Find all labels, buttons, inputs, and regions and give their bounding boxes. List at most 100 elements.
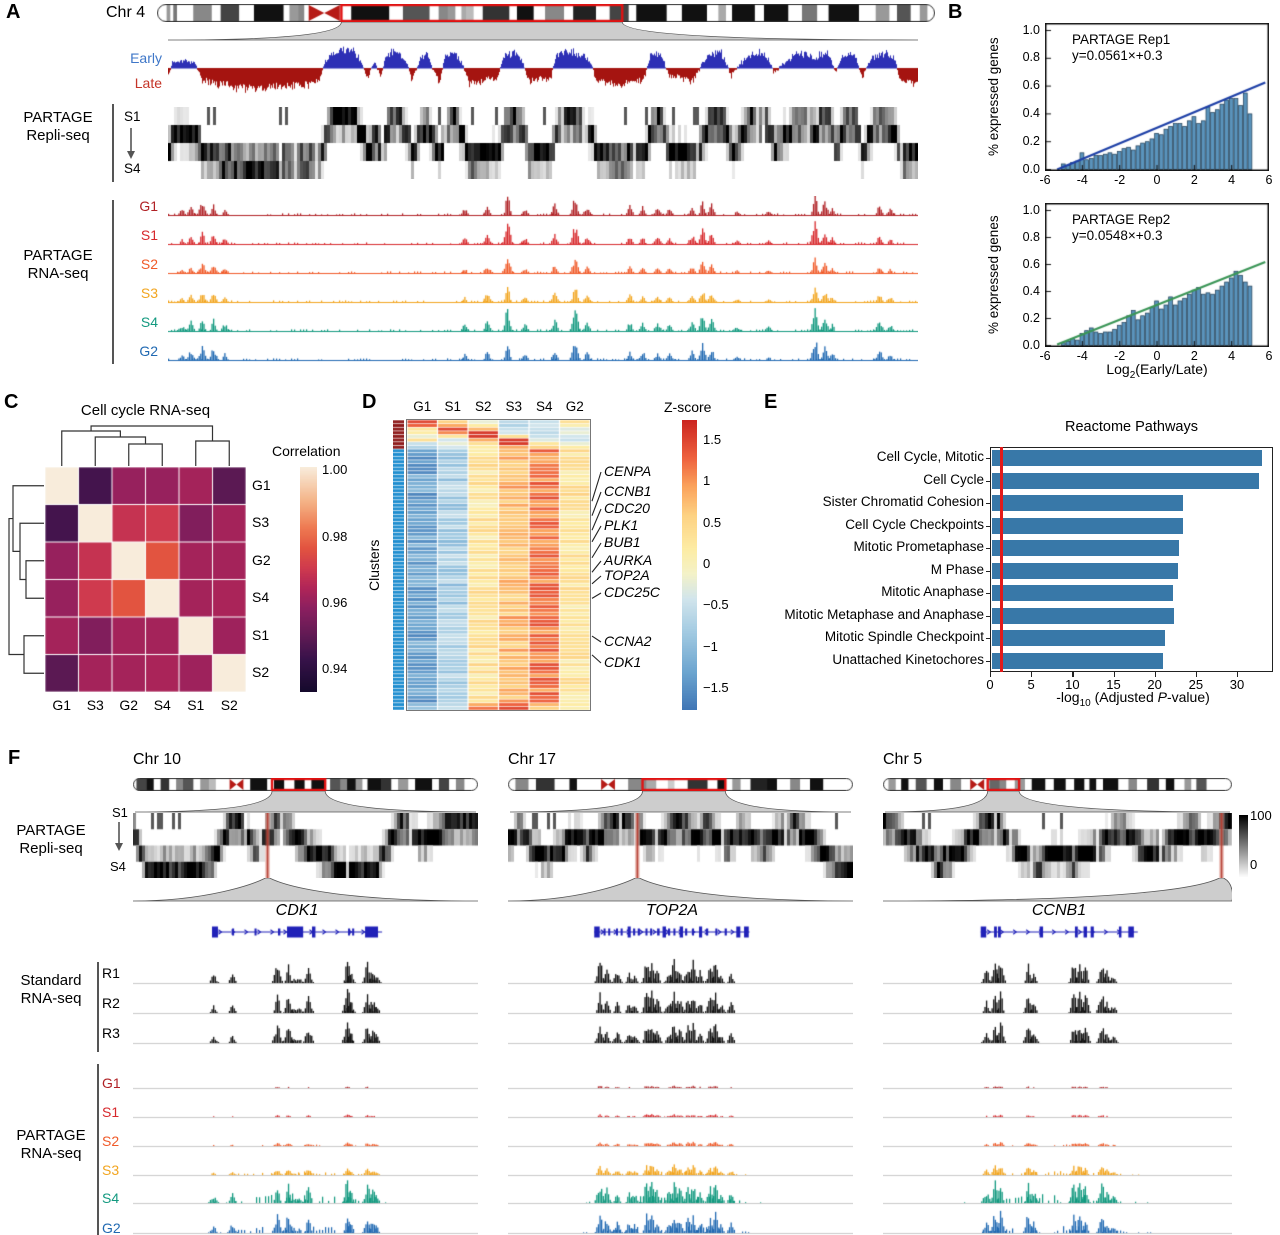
f-funnel-2 bbox=[884, 791, 1231, 813]
f-repliseq-heatmap-2 bbox=[883, 813, 1232, 878]
d-gene-label-cenpa: CENPA bbox=[604, 463, 652, 479]
f-gene-model-cdk1 bbox=[133, 922, 478, 942]
e-bar-7 bbox=[991, 607, 1174, 624]
e-xtick-15: 15 bbox=[1106, 677, 1121, 692]
f-partage-label-s2: S2 bbox=[102, 1133, 120, 1149]
chr5-title: Chr 5 bbox=[883, 751, 923, 768]
b-xlabel-sub: 2 bbox=[1129, 369, 1136, 381]
e-xtick-mark-15 bbox=[1113, 672, 1115, 677]
d-colorbar-tick-3: 0 bbox=[703, 556, 711, 571]
f-partage-label-s1: S1 bbox=[102, 1104, 120, 1120]
c-col-label-s4: S4 bbox=[153, 697, 171, 713]
panel-e-label: E bbox=[764, 391, 778, 413]
f-colorbar-min: 0 bbox=[1250, 857, 1258, 872]
e-bar-1 bbox=[991, 472, 1260, 489]
histogram-rep1 bbox=[1045, 23, 1269, 171]
b1-xtick-4: 4 bbox=[1228, 173, 1236, 187]
f-partage-group-bar bbox=[97, 1064, 99, 1235]
b2-xtick-2: 2 bbox=[1190, 349, 1198, 363]
e-ytick-8 bbox=[986, 638, 990, 640]
c-colorbar-tick-1.00: 1.00 bbox=[322, 462, 348, 477]
panel-a-repliseq-title-1: PARTAGE bbox=[23, 109, 93, 126]
c-col-label-g1: G1 bbox=[52, 697, 72, 713]
panel-a-track-label-g2: G2 bbox=[139, 343, 158, 359]
d-colorbar-tick-0: 1.5 bbox=[703, 431, 722, 447]
b2-xtick-6: 6 bbox=[1265, 349, 1273, 363]
f-standard-tracks-0 bbox=[133, 958, 478, 1058]
f-partage-tracks-1 bbox=[508, 1060, 853, 1235]
d-gene-label-cdc25c: CDC25C bbox=[604, 584, 661, 600]
panel-a-s1-label: S1 bbox=[124, 109, 141, 124]
f-standard-tracks-1 bbox=[508, 958, 853, 1058]
e-bar-8 bbox=[991, 630, 1166, 647]
early-label: Early bbox=[130, 50, 162, 66]
panel-a-track-label-s1: S1 bbox=[140, 227, 158, 243]
rnaseq-group-bar bbox=[112, 200, 114, 364]
d-gene-label-ccna2: CCNA2 bbox=[604, 633, 652, 649]
f-repliseq-title-2: Repli-seq bbox=[19, 840, 83, 857]
d-clusters-label: Clusters bbox=[366, 539, 382, 591]
b2-ytick-1.0: 1.0 bbox=[1022, 202, 1040, 217]
f-ideogram-2 bbox=[883, 778, 1232, 791]
e-category-0: Cell Cycle, Mitotic bbox=[876, 449, 984, 465]
e-xlabel: -log10 (Adjusted P-value) bbox=[1018, 690, 1248, 709]
b1-equation: y=0.0561×+0.3 bbox=[1072, 48, 1163, 63]
chr10-title: Chr 10 bbox=[133, 751, 182, 768]
d-clusters-sidebar bbox=[393, 420, 404, 710]
panel-a-rnaseq-title-1: PARTAGE bbox=[23, 247, 93, 264]
panel-a-track-label-s2: S2 bbox=[140, 256, 158, 272]
panel-a-rnaseq-tracks bbox=[168, 196, 918, 366]
c-column-dendrogram bbox=[61, 425, 230, 466]
d-gene-label-ccnb1: CCNB1 bbox=[604, 483, 652, 499]
c-row-label-s2: S2 bbox=[252, 664, 270, 681]
panel-a-track-label-g1: G1 bbox=[139, 198, 158, 214]
d-colorbar-tick-5: −1 bbox=[703, 638, 718, 654]
b1-ylabel: % expressed genes bbox=[986, 37, 1001, 157]
e-category-5: M Phase bbox=[930, 561, 984, 577]
d-gene-label-cdk1: CDK1 bbox=[604, 654, 642, 670]
e-ytick-0 bbox=[986, 458, 990, 460]
e-xtick-0: 0 bbox=[986, 677, 994, 692]
b1-ytick-0.0: 0.0 bbox=[1022, 161, 1040, 176]
e-bar-2 bbox=[991, 495, 1184, 512]
f-gene-model-ccnb1 bbox=[883, 922, 1232, 942]
d-zscore-heatmap bbox=[406, 419, 591, 711]
b1-ytick-0.2: 0.2 bbox=[1022, 133, 1040, 148]
e-title: Reactome Pathways bbox=[1065, 419, 1198, 435]
f-partage-label-s4: S4 bbox=[102, 1190, 120, 1206]
d-col-label-g2: G2 bbox=[565, 399, 584, 414]
e-category-2: Sister Chromatid Cohesion bbox=[822, 494, 984, 510]
panel-f-label: F bbox=[8, 747, 21, 769]
e-xtick-10: 10 bbox=[1065, 677, 1080, 692]
gene-name-ccnb1: CCNB1 bbox=[1031, 902, 1087, 919]
b1-xtick--4: -4 bbox=[1076, 173, 1088, 187]
f-partage-label-g1: G1 bbox=[102, 1075, 121, 1091]
e-bar-6 bbox=[991, 585, 1173, 602]
d-colorbar-tick-1: 1 bbox=[703, 473, 711, 489]
f-standard-title-2: RNA-seq bbox=[20, 990, 82, 1007]
f-ideogram-0 bbox=[133, 778, 478, 791]
f-repliseq-colorbar bbox=[1239, 815, 1248, 877]
e-category-4: Mitotic Prometaphase bbox=[853, 539, 984, 555]
b1-xtick--6: -6 bbox=[1039, 173, 1051, 187]
histogram-rep2 bbox=[1045, 203, 1269, 347]
e-xtick-5: 5 bbox=[1027, 677, 1035, 692]
e-xtick-mark-0 bbox=[990, 672, 992, 677]
b1-xtick-0: 0 bbox=[1153, 173, 1161, 187]
c-correlation-heatmap bbox=[45, 467, 246, 692]
c-col-label-s1: S1 bbox=[187, 697, 205, 713]
e-category-6: Mitotic Anaphase bbox=[881, 584, 984, 600]
c-col-label-g2: G2 bbox=[119, 697, 139, 713]
b2-xtick-0: 0 bbox=[1153, 349, 1161, 363]
chr4-ideogram bbox=[157, 4, 935, 22]
f-gene-model-top2a bbox=[508, 922, 853, 942]
d-colorbar-tick-4: −0.5 bbox=[703, 597, 729, 613]
f-repliseq-heatmap-1 bbox=[508, 813, 853, 878]
panel-a-repliseq-heatmap bbox=[168, 107, 918, 179]
b2-xtick-4: 4 bbox=[1228, 349, 1236, 363]
f-ideogram-1 bbox=[508, 778, 853, 791]
panel-a-track-label-s4: S4 bbox=[140, 314, 158, 330]
d-colorbar bbox=[682, 420, 697, 710]
f-gene-funnel-1 bbox=[508, 878, 853, 902]
